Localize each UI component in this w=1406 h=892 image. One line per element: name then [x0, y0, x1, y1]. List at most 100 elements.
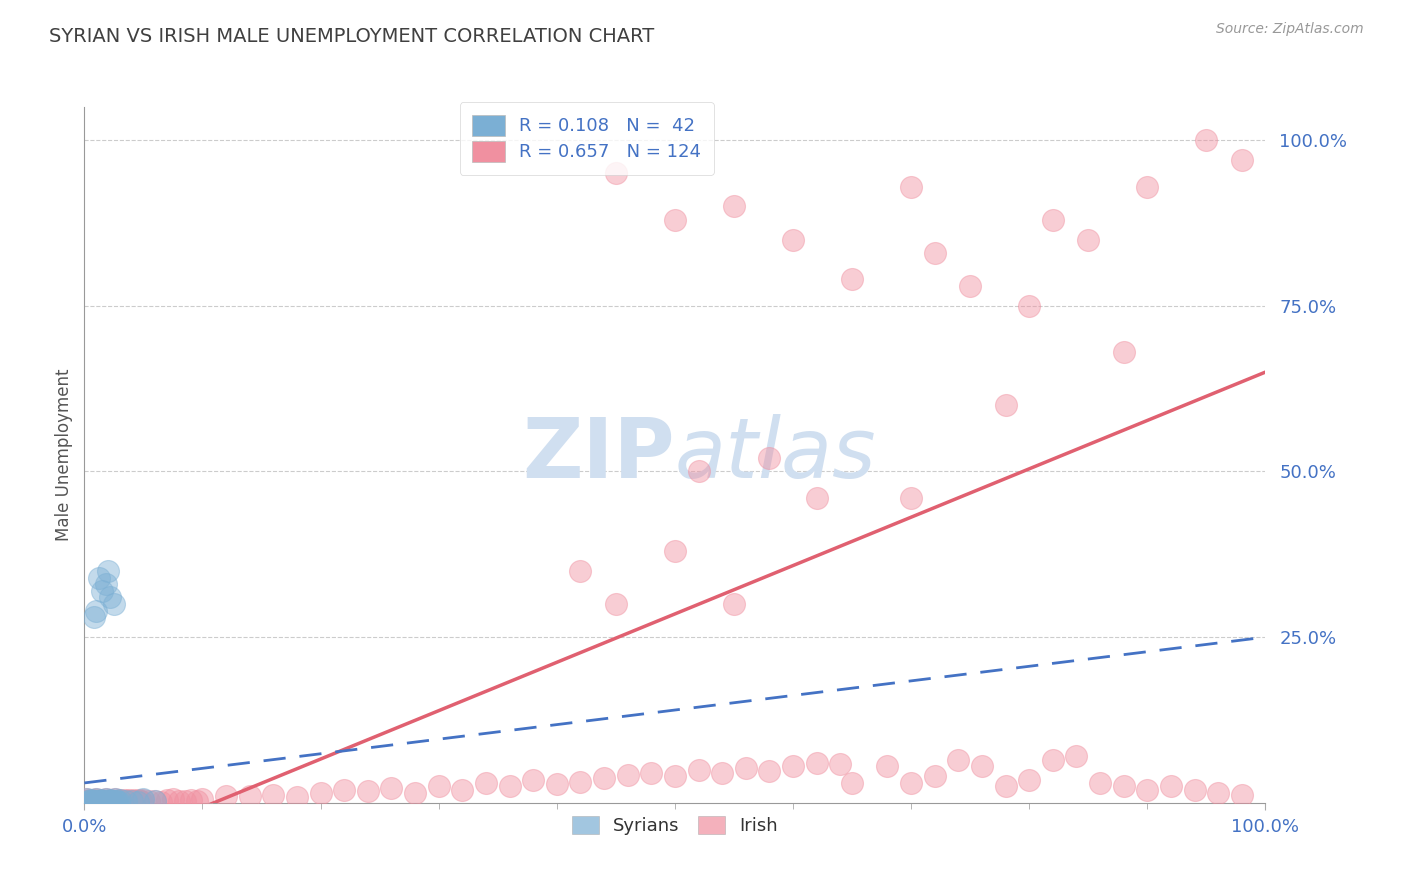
Point: [723, 597, 745, 611]
Point: [309, 786, 332, 800]
Point: [114, 795, 136, 809]
Point: [1077, 233, 1099, 247]
Point: [162, 792, 184, 806]
Point: [150, 795, 173, 809]
Point: [83, 610, 105, 624]
Point: [80, 793, 103, 807]
Point: [830, 757, 852, 772]
Point: [91, 583, 114, 598]
Point: [98, 795, 121, 809]
Point: [111, 794, 134, 808]
Point: [522, 772, 544, 787]
Point: [131, 795, 153, 809]
Point: [101, 794, 124, 808]
Point: [118, 793, 141, 807]
Point: [876, 759, 898, 773]
Point: [1042, 212, 1064, 227]
Point: [96, 795, 118, 809]
Point: [77, 794, 100, 808]
Point: [86, 795, 108, 809]
Point: [97, 794, 120, 808]
Point: [1230, 788, 1253, 802]
Point: [1184, 782, 1206, 797]
Point: [1042, 753, 1064, 767]
Point: [900, 179, 922, 194]
Point: [108, 793, 131, 807]
Y-axis label: Male Unemployment: Male Unemployment: [55, 368, 73, 541]
Point: [900, 776, 922, 790]
Point: [110, 795, 132, 809]
Point: [79, 795, 101, 809]
Point: [103, 795, 125, 809]
Point: [806, 491, 828, 505]
Point: [112, 795, 135, 809]
Point: [806, 756, 828, 770]
Point: [734, 761, 756, 775]
Point: [94, 792, 117, 806]
Point: [108, 793, 131, 807]
Point: [180, 793, 202, 807]
Point: [1206, 786, 1229, 800]
Point: [782, 759, 804, 773]
Point: [215, 789, 238, 804]
Point: [616, 768, 638, 782]
Point: [380, 781, 402, 796]
Point: [1112, 779, 1135, 793]
Point: [546, 777, 568, 791]
Point: [605, 166, 627, 180]
Point: [1195, 133, 1218, 147]
Point: [900, 491, 922, 505]
Point: [1088, 776, 1111, 790]
Point: [87, 794, 110, 808]
Point: [98, 795, 121, 809]
Point: [924, 769, 946, 783]
Point: [93, 795, 115, 809]
Point: [664, 212, 686, 227]
Point: [89, 795, 111, 809]
Point: [80, 794, 103, 808]
Point: [333, 782, 356, 797]
Point: [285, 790, 308, 805]
Text: ZIP: ZIP: [523, 415, 675, 495]
Point: [90, 793, 112, 807]
Point: [138, 795, 160, 809]
Point: [1160, 779, 1182, 793]
Point: [688, 763, 710, 777]
Point: [173, 795, 195, 809]
Point: [1136, 782, 1159, 797]
Point: [994, 779, 1017, 793]
Point: [103, 597, 125, 611]
Point: [924, 245, 946, 260]
Point: [84, 795, 107, 809]
Point: [1136, 179, 1159, 194]
Point: [167, 794, 190, 808]
Point: [127, 795, 149, 809]
Point: [97, 794, 120, 808]
Point: [129, 794, 152, 808]
Point: [664, 544, 686, 558]
Point: [105, 795, 128, 809]
Point: [128, 795, 150, 809]
Point: [103, 795, 125, 809]
Point: [191, 792, 214, 806]
Point: [1018, 772, 1040, 787]
Point: [125, 794, 148, 808]
Point: [664, 769, 686, 783]
Point: [1066, 749, 1088, 764]
Point: [98, 591, 121, 605]
Point: [107, 794, 129, 808]
Point: [93, 795, 115, 809]
Point: [94, 792, 117, 806]
Point: [75, 792, 97, 806]
Point: [83, 794, 105, 808]
Point: [688, 465, 710, 479]
Point: [77, 795, 100, 809]
Point: [143, 794, 166, 808]
Point: [107, 795, 129, 809]
Point: [97, 564, 120, 578]
Point: [427, 779, 450, 793]
Point: [82, 795, 104, 809]
Point: [498, 779, 520, 793]
Point: [120, 795, 142, 809]
Point: [121, 794, 143, 808]
